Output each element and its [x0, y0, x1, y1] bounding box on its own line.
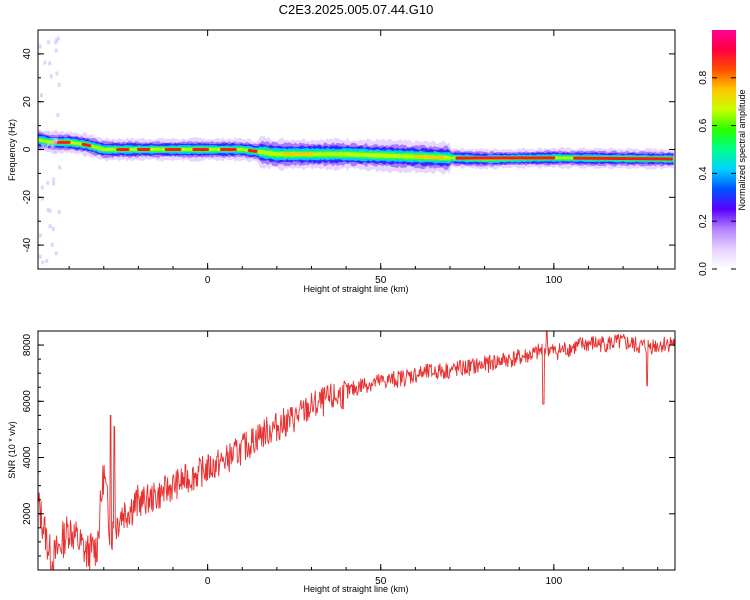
- colorbar-tick-label-4: 0.8: [698, 70, 709, 84]
- snr-ytick-label-0: 2000: [22, 502, 33, 525]
- spectrogram-noise: [48, 61, 52, 66]
- spectrogram-xtick-label-1: 50: [375, 275, 387, 286]
- spectrogram-noise: [56, 36, 60, 41]
- spectrogram-noise: [52, 138, 56, 143]
- spectrogram-noise: [50, 144, 54, 149]
- spectrogram-noise: [49, 74, 53, 79]
- spectrogram-noise: [54, 140, 58, 145]
- colorbar-tick-label-3: 0.6: [698, 118, 709, 132]
- spectrogram-ytick-label-1: -20: [22, 190, 33, 205]
- snr-ytick-label-3: 8000: [22, 333, 33, 356]
- spectrogram-peak-7: [247, 148, 258, 153]
- spectrogram-noise: [51, 226, 55, 231]
- spectrogram-noise: [52, 181, 56, 186]
- spectrogram-xtick-label-2: 100: [545, 275, 562, 286]
- colorbar-label: Normalized spectral amplitude: [737, 89, 747, 210]
- spectrogram-noise: [55, 38, 59, 43]
- spectrogram-noise: [41, 144, 45, 149]
- spectrogram-noise: [57, 209, 61, 214]
- snr-xtick-label-1: 50: [375, 576, 387, 587]
- spectrogram-noise: [52, 177, 56, 182]
- spectrogram-noise: [46, 208, 50, 213]
- colorbar-ticks: 0.0 0.2 0.4 0.6 0.8: [698, 70, 736, 276]
- spectrogram-axes: 0 50 100 -40 -20 0 20 40: [22, 29, 675, 286]
- snr-marks: [38, 331, 675, 570]
- spectrogram-noise: [54, 40, 58, 45]
- spectrogram-panel: 0 50 100 -40 -20 0 20 40 Height of straight lin…: [7, 29, 676, 294]
- snr-line: [38, 331, 675, 570]
- spectrogram-noise: [54, 48, 58, 53]
- snr-xlabel: Height of straight line (km): [303, 584, 408, 594]
- spectrogram-noise: [40, 196, 44, 201]
- spectrogram-noise: [45, 145, 49, 150]
- colorbar-tick-label-0: 0.0: [698, 262, 709, 276]
- spectrogram-ytick-label-0: -40: [22, 237, 33, 252]
- spectrogram-noise: [47, 142, 51, 147]
- spectrogram-noise: [48, 208, 52, 213]
- snr-ylabel: SNR (10 * v/v): [7, 421, 17, 479]
- spectrogram-noise: [57, 82, 61, 87]
- chart-title: C2E3.2025.005.07.44.G10: [279, 2, 434, 17]
- colorbar-gradient: [712, 30, 736, 269]
- colorbar-tick-label-1: 0.2: [698, 214, 709, 228]
- colorbar-tick-label-2: 0.4: [698, 166, 709, 180]
- snr-ytick-label-2: 6000: [22, 390, 33, 413]
- spectrogram-ytick-label-2: 0: [22, 146, 33, 152]
- spectrogram-noise: [55, 137, 59, 142]
- spectrogram-noise: [48, 224, 52, 229]
- spectrogram-noise: [50, 242, 54, 247]
- spectrogram-noise: [39, 233, 43, 238]
- snr-axes: 0 50 100 2000 4000 6000 8000: [22, 330, 675, 587]
- spectrogram-noise: [40, 93, 44, 98]
- spectrogram-noise: [55, 71, 59, 76]
- spectrogram-noise: [41, 260, 45, 265]
- spectrogram-peak-11: [573, 156, 674, 161]
- spectrogram-ylabel: Frequency (Hz): [7, 119, 17, 181]
- spectrogram-ytick-label-4: 40: [22, 48, 33, 60]
- spectrogram-noise: [46, 180, 50, 185]
- spectrogram-ytick-label-3: 20: [22, 96, 33, 108]
- snr-xtick-label-0: 0: [205, 576, 211, 587]
- spectrogram-noise: [47, 40, 51, 45]
- spectrogram-noise: [54, 251, 58, 256]
- spectrogram-noise: [54, 150, 58, 155]
- spectrogram-noise: [47, 131, 51, 136]
- spectrogram-noise: [56, 112, 60, 117]
- spectrogram-noise: [38, 254, 42, 259]
- spectrogram-peak-1: [81, 142, 92, 148]
- spectrogram-noise: [54, 130, 58, 135]
- spectrogram-noise: [58, 165, 62, 170]
- spectrogram-peak-9: [413, 155, 445, 160]
- spectrogram-marks: [38, 36, 674, 265]
- spectrogram-xlabel: Height of straight line (km): [303, 284, 408, 294]
- snr-xtick-label-2: 100: [545, 576, 562, 587]
- spectrogram-noise: [38, 44, 42, 49]
- spectrogram-noise: [43, 60, 47, 65]
- spectrogram-xtick-label-0: 0: [205, 275, 211, 286]
- colorbar: 0.0 0.2 0.4 0.6 0.8 Normalized spectral ampl…: [698, 30, 747, 276]
- snr-ytick-label-1: 4000: [22, 446, 33, 469]
- snr-frame: [37, 330, 676, 571]
- spectrogram-noise: [40, 185, 44, 190]
- spectrogram-noise: [45, 259, 49, 264]
- snr-panel: 0 50 100 2000 4000 6000 8000 Height of straigh…: [7, 330, 676, 594]
